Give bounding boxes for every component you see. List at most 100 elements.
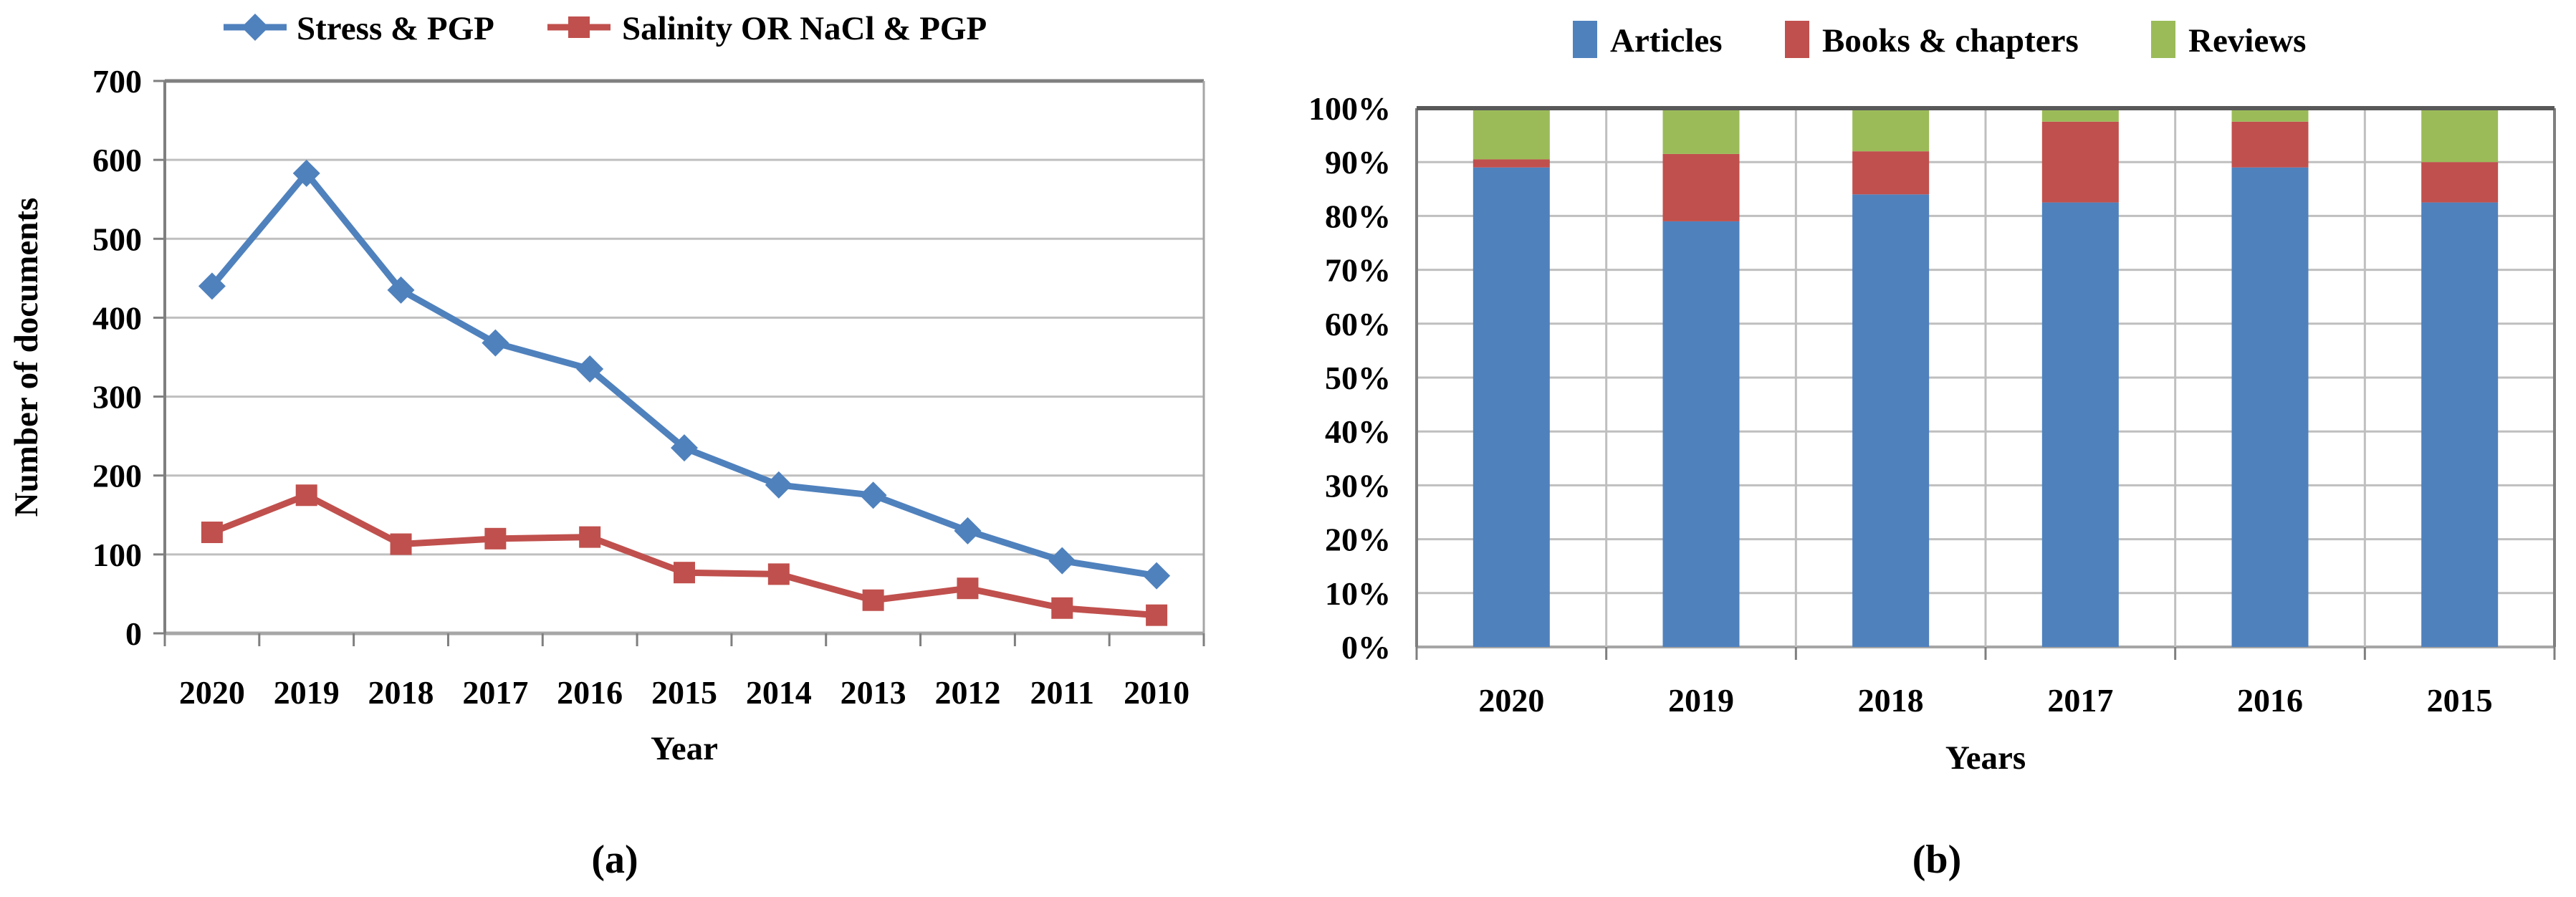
y-tick-label: 10% [1325, 575, 1391, 612]
square-marker [568, 16, 590, 38]
y-tick-label: 300 [92, 379, 142, 416]
y-tick-label: 70% [1325, 252, 1391, 289]
square-marker [674, 562, 695, 584]
x-tick-label: 2013 [841, 674, 906, 711]
x-tick-label: 2016 [2237, 682, 2303, 719]
y-tick-label: 0% [1341, 629, 1391, 666]
diamond-marker [241, 14, 269, 41]
x-tick-label: 2015 [651, 674, 717, 711]
bar-segment-red [2421, 162, 2499, 203]
caption-a: (a) [591, 838, 638, 882]
bar-segment-green [2231, 108, 2309, 122]
diamond-marker [576, 355, 604, 383]
y-tick-label: 500 [92, 221, 142, 257]
legend-swatch [2151, 21, 2175, 58]
y-tick-label: 20% [1325, 522, 1391, 558]
y-axis-title: Number of documents [8, 198, 45, 517]
bar-segment-blue [2231, 167, 2309, 648]
diamond-marker [387, 276, 415, 304]
x-tick-label: 2018 [368, 674, 434, 711]
y-tick-label: 200 [92, 458, 142, 494]
line-chart-svg: 0 100 200 300 400 500 600 700 2020 2019 2018 2017 20… [8, 10, 1205, 767]
bar-segment-red [1852, 151, 1930, 195]
x-tick-label: 2017 [2047, 682, 2113, 719]
stacked-bar-chart: 0% 10% 20% 30% 40% 50% 60% 70% 80% 90% 100% 2020 201… [1308, 21, 2556, 777]
square-marker [295, 484, 317, 507]
x-tick-label: 2015 [2427, 682, 2493, 719]
bar-segment-blue [1852, 194, 1930, 647]
x-tick-label: 2020 [1478, 682, 1544, 719]
square-marker [484, 527, 507, 550]
diamond-marker [954, 517, 982, 545]
diamond-marker [292, 159, 320, 187]
legend-label: Books & chapters [1822, 22, 2079, 59]
y-tick-label: 100 [92, 537, 142, 573]
bar-segment-green [1473, 108, 1550, 160]
y-tick-label: 0 [125, 615, 142, 652]
x-tick-label: 2016 [557, 674, 623, 711]
square-marker [1051, 597, 1073, 619]
series-blue [198, 159, 1171, 590]
stacked-bar-chart-svg: 0% 10% 20% 30% 40% 50% 60% 70% 80% 90% 100% 2020 201… [1308, 21, 2556, 777]
y-tick-label: 30% [1325, 467, 1391, 504]
y-tick-label: 100% [1308, 90, 1391, 127]
bar-segment-green [1662, 108, 1740, 154]
bar-segment-blue [1662, 221, 1740, 647]
legend-label: Stress & PGP [297, 10, 494, 47]
square-marker [201, 522, 223, 544]
diamond-marker [198, 272, 226, 300]
x-tick-label: 2014 [746, 674, 812, 711]
bar-segment-red [2231, 121, 2309, 168]
x-tick-label: 2017 [462, 674, 528, 711]
line-chart: 0 100 200 300 400 500 600 700 2020 2019 2018 2017 20… [8, 10, 1205, 767]
x-tick-label: 2018 [1858, 682, 1924, 719]
bar-segment-green [1852, 108, 1930, 152]
bars [1473, 108, 2499, 648]
legend: Articles Books & chapters Reviews [1573, 21, 2306, 59]
bar-segment-blue [1473, 167, 1550, 648]
y-tick-label: 40% [1325, 413, 1391, 450]
square-marker [957, 577, 979, 600]
legend-swatch [1785, 21, 1809, 58]
bar-segment-blue [2041, 202, 2119, 648]
square-marker [579, 526, 601, 548]
diamond-marker [859, 481, 887, 509]
bar-segment-green [2041, 108, 2119, 122]
y-tick-label: 50% [1325, 360, 1391, 396]
diamond-marker [671, 434, 698, 462]
square-marker [862, 589, 884, 611]
gridlines [153, 79, 1204, 635]
legend: Stress & PGP Salinity OR NaCl & PGP [224, 10, 987, 47]
legend-label: Salinity OR NaCl & PGP [622, 10, 987, 47]
x-tick-label: 2011 [1030, 674, 1094, 711]
series-red [201, 484, 1168, 626]
y-tick-label: 700 [92, 63, 142, 100]
y-tick-label: 600 [92, 142, 142, 178]
x-tick-label: 2019 [274, 674, 340, 711]
bar-segment-red [2041, 121, 2119, 203]
x-tick-label: 2019 [1668, 682, 1734, 719]
bar-segment-green [2421, 108, 2499, 163]
x-tick-label: 2012 [934, 674, 1000, 711]
x-axis-title: Year [651, 730, 718, 767]
diamond-marker [1048, 547, 1076, 575]
x-tick-label: 2020 [179, 674, 245, 711]
y-tick-label: 400 [92, 299, 142, 336]
y-tick-label: 60% [1325, 306, 1391, 342]
legend-swatch [1573, 21, 1597, 58]
x-axis-title: Years [1945, 739, 2026, 777]
legend-label: Reviews [2188, 22, 2306, 59]
bar-segment-blue [2421, 202, 2499, 648]
square-marker [1146, 604, 1168, 626]
x-tick-label: 2010 [1124, 674, 1189, 711]
square-marker [390, 533, 412, 555]
y-tick-label: 80% [1325, 198, 1391, 234]
square-marker [767, 563, 790, 585]
panel-line-chart: 0 100 200 300 400 500 600 700 2020 2019 2018 2017 20… [8, 10, 1205, 882]
diamond-marker [482, 329, 509, 357]
bar-segment-red [1662, 153, 1740, 221]
y-tick-label: 90% [1325, 144, 1391, 181]
legend-label: Articles [1610, 22, 1723, 59]
diamond-marker [765, 471, 793, 499]
